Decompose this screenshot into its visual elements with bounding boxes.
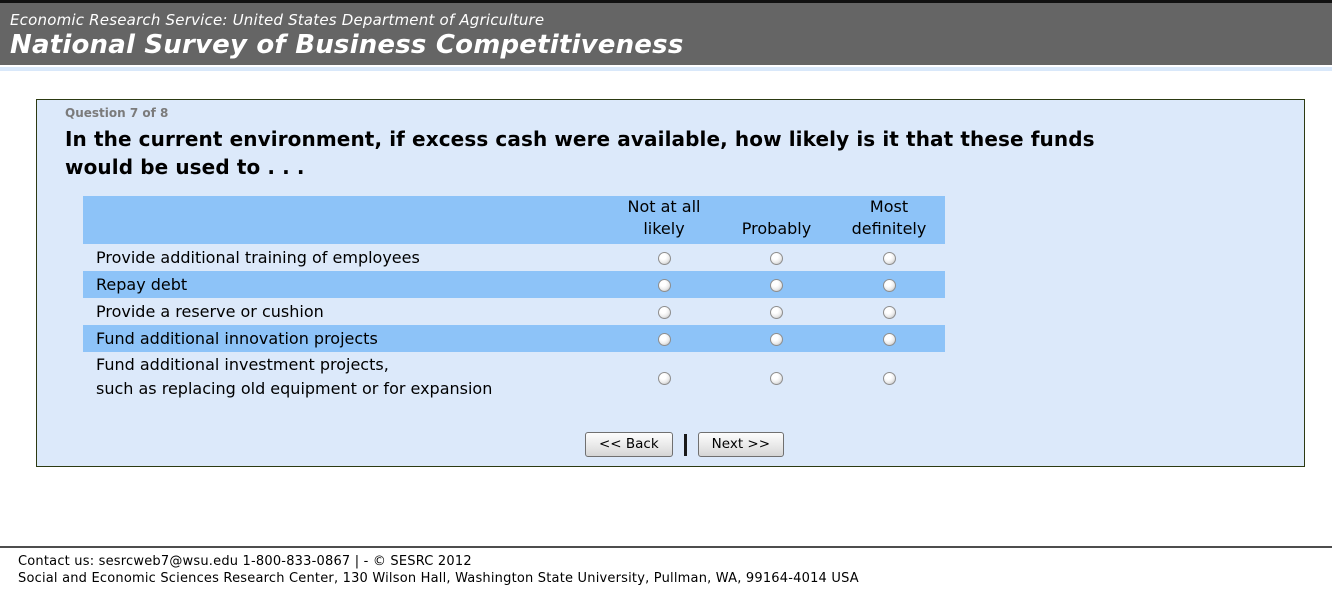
column-header-not-at-all-likely: Not at all likely	[627, 197, 701, 238]
radio-reserve-not-at-all-likely[interactable]	[657, 306, 671, 319]
matrix-row-reserve: Provide a reserve or cushion	[83, 298, 945, 325]
row-label: Repay debt	[96, 274, 188, 294]
radio-investment-most-definitely[interactable]	[882, 371, 896, 385]
answer-matrix: Not at all likely Probably Most definite…	[83, 196, 945, 402]
survey-title: National Survey of Business Competitiven…	[10, 30, 684, 60]
radio-training-most-definitely[interactable]	[882, 252, 896, 265]
radio-investment-probably[interactable]	[770, 371, 783, 385]
row-label: Provide additional training of employees	[96, 247, 420, 267]
radio-reserve-most-definitely[interactable]	[882, 306, 896, 319]
row-label: Provide a reserve or cushion	[96, 301, 324, 321]
radio-reserve-probably[interactable]	[770, 306, 783, 319]
next-button[interactable]: Next >>	[697, 432, 785, 457]
question-panel: Question 7 of 8 In the current environme…	[36, 99, 1305, 467]
matrix-header-row: Not at all likely Probably Most definite…	[83, 196, 945, 244]
question-text: In the current environment, if excess ca…	[65, 127, 1095, 179]
question-progress: Question 7 of 8	[65, 106, 169, 120]
column-header-probably: Probably	[741, 219, 812, 238]
column-header-most-definitely: Most definitely	[851, 197, 927, 238]
footer-address-line: Social and Economic Sciences Research Ce…	[18, 571, 859, 586]
matrix-row-training: Provide additional training of employees	[83, 244, 945, 271]
radio-training-not-at-all-likely[interactable]	[657, 252, 671, 265]
radio-innovation-not-at-all-likely[interactable]	[657, 333, 671, 346]
matrix-row-investment: Fund additional investment projects, suc…	[83, 352, 945, 402]
radio-innovation-most-definitely[interactable]	[882, 333, 896, 346]
back-button[interactable]: << Back	[584, 432, 673, 457]
button-separator	[683, 433, 687, 456]
radio-repay-debt-not-at-all-likely[interactable]	[657, 279, 671, 292]
header-banner: Economic Research Service: United States…	[0, 3, 1332, 65]
radio-repay-debt-most-definitely[interactable]	[882, 279, 896, 292]
top-border-line	[0, 0, 1332, 3]
radio-innovation-probably[interactable]	[770, 333, 783, 346]
radio-investment-not-at-all-likely[interactable]	[657, 371, 671, 385]
agency-name: Economic Research Service: United States…	[10, 11, 545, 29]
navigation-buttons: << Back Next >>	[65, 432, 1304, 457]
row-label: Fund additional innovation projects	[96, 328, 378, 348]
row-label: Fund additional investment projects, suc…	[96, 355, 493, 398]
radio-repay-debt-probably[interactable]	[770, 279, 783, 292]
radio-training-probably[interactable]	[770, 252, 783, 265]
matrix-row-repay-debt: Repay debt	[83, 271, 945, 298]
footer-contact-line: Contact us: sesrcweb7@wsu.edu 1-800-833-…	[18, 554, 472, 569]
banner-bottom-strip	[0, 67, 1332, 71]
matrix-row-innovation: Fund additional innovation projects	[83, 325, 945, 352]
footer: Contact us: sesrcweb7@wsu.edu 1-800-833-…	[0, 546, 1332, 587]
